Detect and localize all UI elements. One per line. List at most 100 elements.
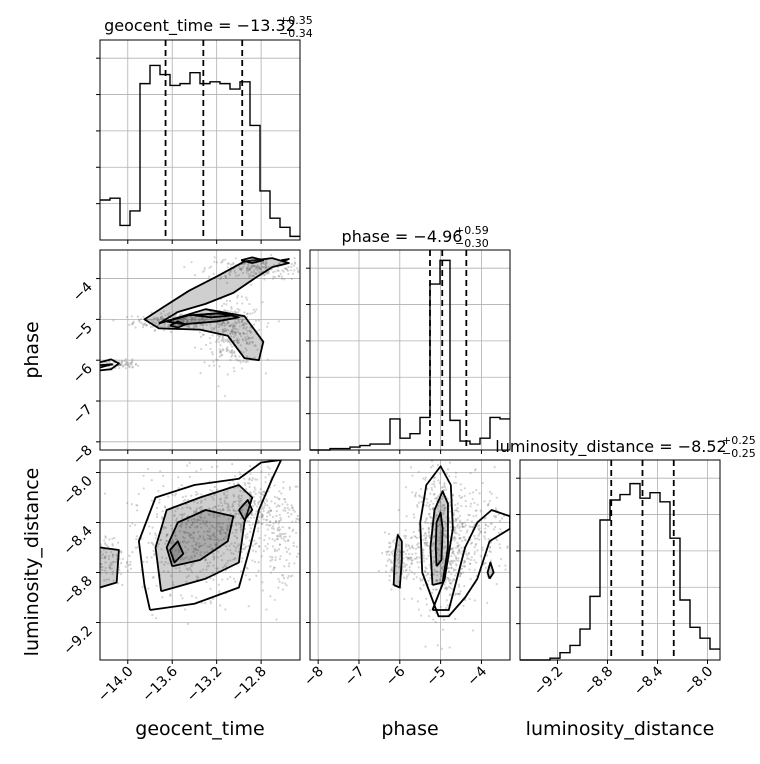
scatter-point bbox=[285, 550, 289, 553]
scatter-point bbox=[422, 584, 425, 587]
x-tick-label: −8 bbox=[301, 664, 327, 690]
scatter-point bbox=[444, 545, 447, 548]
scatter-point bbox=[216, 339, 219, 342]
scatter-point bbox=[211, 334, 214, 337]
scatter-point bbox=[485, 524, 488, 527]
scatter-point bbox=[201, 568, 205, 571]
scatter-point bbox=[245, 326, 248, 329]
scatter-point bbox=[157, 324, 160, 327]
scatter-point bbox=[443, 535, 446, 538]
scatter-point bbox=[209, 323, 212, 326]
scatter-point bbox=[223, 564, 226, 567]
scatter-point bbox=[451, 561, 454, 564]
scatter-point bbox=[186, 320, 189, 323]
contour-line bbox=[100, 358, 120, 372]
scatter-point bbox=[420, 614, 423, 617]
scatter-point bbox=[263, 490, 266, 493]
scatter-point bbox=[190, 533, 193, 537]
contour-line bbox=[392, 534, 403, 589]
scatter-point bbox=[179, 513, 182, 516]
scatter-point bbox=[245, 322, 248, 325]
scatter-point bbox=[443, 508, 446, 511]
scatter-point bbox=[244, 537, 248, 540]
scatter-point bbox=[201, 521, 204, 524]
scatter-point bbox=[218, 514, 221, 517]
scatter-point bbox=[238, 321, 241, 324]
scatter-point bbox=[195, 470, 198, 473]
scatter-point bbox=[253, 539, 256, 542]
scatter-point bbox=[231, 332, 235, 335]
hist-phase-grid bbox=[310, 250, 510, 450]
scatter-point bbox=[452, 568, 456, 571]
scatter-point bbox=[276, 538, 279, 541]
scatter-point bbox=[292, 544, 295, 547]
scatter-point bbox=[458, 537, 461, 540]
scatter-point bbox=[464, 499, 467, 503]
scatter-point bbox=[292, 528, 295, 531]
scatter-point bbox=[235, 528, 238, 531]
scatter-point bbox=[411, 558, 414, 562]
scatter-point bbox=[101, 553, 105, 556]
scatter-point bbox=[215, 567, 218, 570]
scatter-point bbox=[180, 484, 184, 487]
scatter-point bbox=[426, 573, 430, 576]
scatter-point bbox=[130, 363, 133, 366]
scatter-point bbox=[279, 534, 282, 538]
scatter-point bbox=[180, 522, 184, 525]
scatter-point bbox=[232, 335, 235, 338]
scatter-point bbox=[218, 525, 221, 528]
scatter-point bbox=[257, 521, 260, 524]
scatter-point bbox=[190, 563, 193, 566]
scatter-point bbox=[430, 522, 433, 525]
scatter-point bbox=[103, 555, 106, 558]
scatter-point bbox=[203, 318, 207, 321]
scatter-point bbox=[237, 341, 240, 344]
scatter-point bbox=[108, 567, 112, 570]
scatter-point bbox=[190, 524, 193, 527]
scatter-point bbox=[222, 514, 226, 517]
scatter-point bbox=[217, 385, 220, 388]
scatter-point bbox=[425, 534, 428, 538]
scatter-point bbox=[232, 327, 235, 330]
scatter-point bbox=[223, 316, 226, 320]
scatter-point bbox=[228, 524, 231, 527]
scatter-point bbox=[103, 539, 106, 542]
scatter-point bbox=[452, 536, 456, 539]
scatter-point bbox=[456, 541, 459, 544]
scatter-point bbox=[257, 527, 260, 530]
scatter-point bbox=[221, 578, 224, 581]
scatter-point bbox=[250, 271, 253, 274]
scatter-point bbox=[444, 586, 448, 589]
scatter-point bbox=[418, 586, 422, 590]
scatter-point bbox=[193, 554, 196, 557]
scatter-point bbox=[498, 564, 501, 567]
scatter-point bbox=[453, 539, 456, 542]
scatter-point bbox=[214, 544, 218, 547]
scatter-point bbox=[246, 335, 249, 338]
hist-bar bbox=[140, 84, 150, 240]
scatter-point bbox=[248, 491, 251, 494]
scatter-point bbox=[198, 546, 201, 549]
scatter-point bbox=[232, 261, 235, 265]
scatter-point bbox=[475, 561, 478, 564]
scatter-point bbox=[192, 317, 195, 320]
scatter-point bbox=[243, 262, 247, 265]
hist-bar bbox=[580, 629, 590, 660]
scatter-point bbox=[272, 275, 275, 278]
scatter-point bbox=[256, 530, 260, 533]
scatter-point bbox=[229, 310, 232, 313]
scatter-point bbox=[217, 539, 221, 542]
hist-bar bbox=[370, 444, 380, 450]
scatter-point bbox=[456, 544, 460, 547]
scatter-point bbox=[187, 574, 190, 577]
scatter-point bbox=[208, 266, 211, 269]
scatter-point bbox=[440, 508, 444, 511]
scatter-point bbox=[130, 315, 134, 318]
scatter-point bbox=[238, 497, 241, 500]
scatter-point bbox=[244, 360, 247, 364]
scatter-point bbox=[480, 510, 483, 513]
scatter-point bbox=[229, 343, 232, 346]
scatter-point bbox=[271, 277, 275, 280]
scatter-point bbox=[177, 318, 181, 321]
scatter-point bbox=[159, 316, 163, 319]
